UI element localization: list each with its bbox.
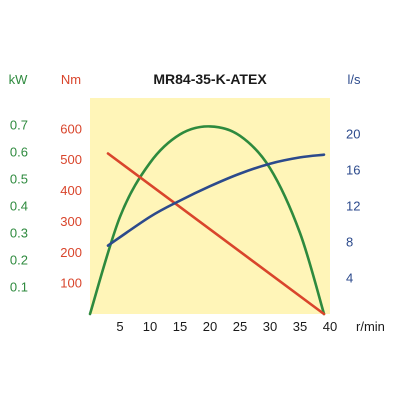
tick-label-kw: 0.4: [10, 199, 28, 214]
x-tick-label: 20: [203, 319, 217, 334]
tick-label-nm: 200: [60, 245, 82, 260]
power-curve: [88, 125, 326, 316]
x-tick-label: 15: [173, 319, 187, 334]
tick-label-nm: 600: [60, 121, 82, 136]
x-axis-unit: r/min: [356, 319, 385, 334]
tick-label-ls: 20: [346, 127, 360, 142]
x-tick-label: 30: [263, 319, 277, 334]
tick-label-nm: 500: [60, 152, 82, 167]
x-tick-label: 10: [143, 319, 157, 334]
tick-label-kw: 0.7: [10, 118, 28, 133]
x-tick-label: 35: [293, 319, 307, 334]
curves: [88, 125, 326, 316]
tick-label-kw: 0.6: [10, 145, 28, 160]
torque-curve: [106, 152, 326, 316]
ls-axis-unit: l/s: [348, 72, 362, 87]
tick-label-nm: 300: [60, 214, 82, 229]
tick-label-kw: 0.5: [10, 172, 28, 187]
x-tick-label: 40: [323, 319, 337, 334]
tick-label-ls: 8: [346, 235, 353, 250]
flow-curve: [106, 153, 326, 247]
tick-label-ls: 12: [346, 199, 360, 214]
x-tick-label: 5: [116, 319, 123, 334]
tick-label-kw: 0.1: [10, 280, 28, 295]
tick-label-nm: 400: [60, 183, 82, 198]
tick-labels: 0.1 0.2 0.3 0.4 0.5 0.6 0.7 100 200 300 400 500 600 4…: [10, 118, 361, 335]
chart-title: MR84-35-K-ATEX: [153, 71, 267, 87]
tick-label-kw: 0.3: [10, 226, 28, 241]
tick-label-nm: 100: [60, 276, 82, 291]
tick-label-ls: 4: [346, 271, 353, 286]
tick-label-kw: 0.2: [10, 253, 28, 268]
x-tick-label: 25: [233, 319, 247, 334]
tick-label-ls: 16: [346, 163, 360, 178]
kw-axis-unit: kW: [9, 72, 29, 87]
nm-axis-unit: Nm: [61, 72, 81, 87]
